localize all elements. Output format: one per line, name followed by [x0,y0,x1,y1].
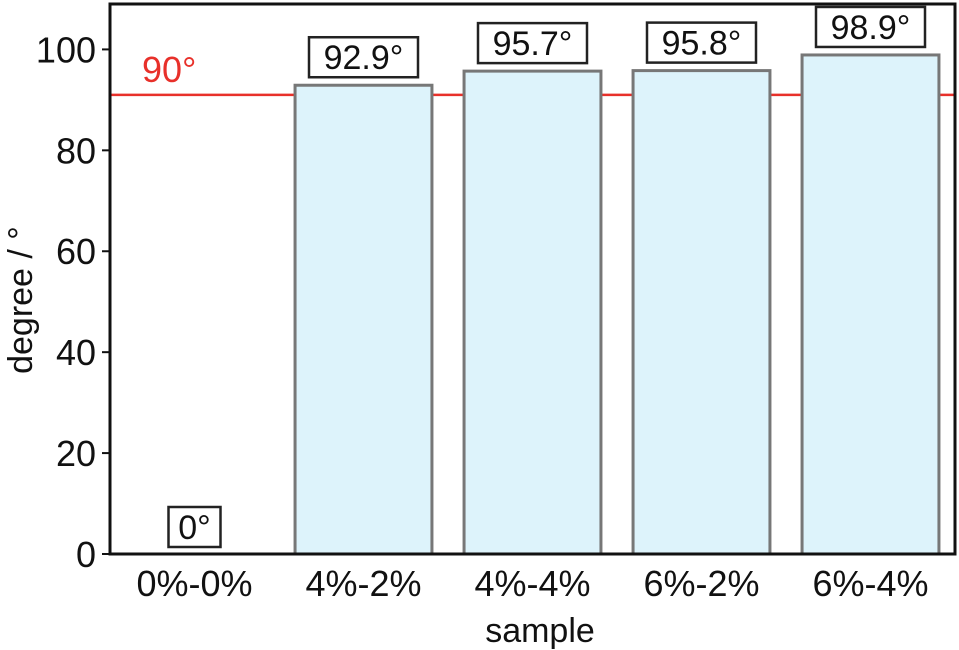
plot-frame [108,2,957,556]
y-axis-ticks: 0 20 40 60 80 100 [36,29,110,575]
data-label-group: 98.9° [814,5,927,49]
y-tick-label: 80 [56,130,96,171]
y-tick-label: 100 [36,29,96,70]
bar [631,69,772,556]
data-label: 98.9° [831,9,911,47]
data-label-group: 95.8° [645,21,758,64]
x-tick-label: 0%-0% [136,563,252,604]
x-axis-title: sample [485,612,595,650]
y-tick-label: 40 [56,332,96,373]
x-tick-label: 6%-2% [643,563,759,604]
y-tick-label: 0 [76,534,96,575]
data-label-box [167,505,222,549]
data-label-group: 0° [167,505,222,549]
data-label-box [476,21,589,65]
data-label-box [645,21,758,64]
data-label-group: 92.9° [307,35,420,79]
bar [462,69,603,556]
data-label-box [307,35,420,79]
x-tick-label: 6%-4% [812,563,928,604]
y-tick-label: 20 [56,433,96,474]
bar [800,53,941,556]
x-tick-label: 4%-4% [474,563,590,604]
data-label: 95.7° [493,25,573,63]
data-label: 0° [178,509,211,547]
y-axis-title: degree / ° [2,226,40,374]
reference-line-label: 90° [142,49,196,90]
bars [293,53,941,556]
data-label-box [814,5,927,49]
y-tick-label: 60 [56,231,96,272]
data-label-group: 95.7° [476,21,589,65]
data-labels: 0° 92.9° 95.7° 95.8° 98.9° [167,5,927,549]
x-axis-ticks: 0%-0% 4%-2% 4%-4% 6%-2% 6%-4% [136,563,928,604]
data-label: 92.9° [324,39,404,77]
data-label: 95.8° [662,25,742,63]
bar [293,83,434,556]
x-tick-label: 4%-2% [305,563,421,604]
